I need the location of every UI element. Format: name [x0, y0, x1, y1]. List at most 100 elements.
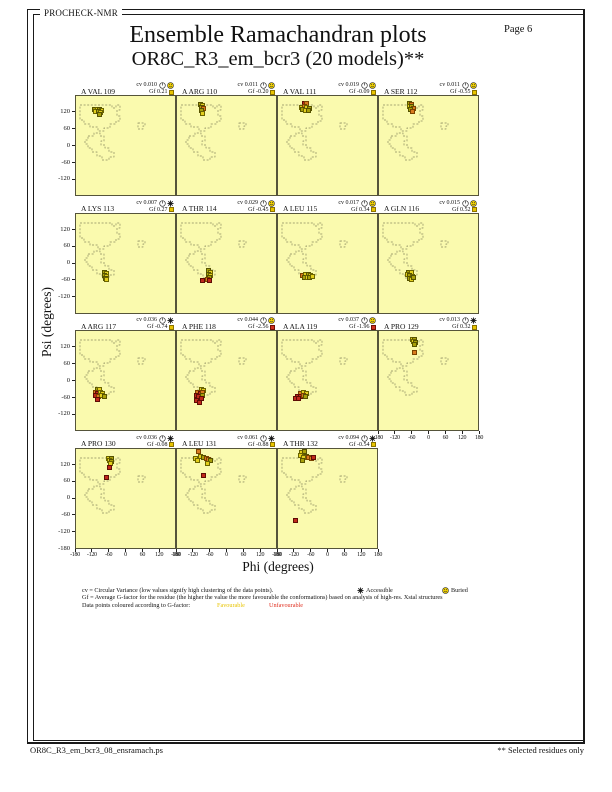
cv-gf-block: cv 0.013 Gf 0.32	[439, 317, 479, 331]
cv-line: cv 0.019	[338, 82, 376, 89]
cv-line: cv 0.013	[439, 317, 477, 324]
legend-accessible: Accessible	[357, 587, 393, 594]
residue-label: A LYS 113	[81, 204, 115, 213]
data-point	[96, 112, 102, 118]
residue-label: A THR 132	[283, 439, 318, 448]
cv-line: cv 0.015	[439, 199, 477, 207]
page-border-inner	[33, 14, 584, 741]
cv-value: cv 0.061	[237, 434, 258, 441]
cv-line: cv 0.017	[338, 199, 376, 207]
x-tick-label: 180	[373, 552, 383, 558]
cv-line: cv 0.029	[237, 199, 275, 207]
residue-label: A VAL 111	[283, 86, 317, 96]
cv-value: cv 0.094	[338, 434, 359, 441]
cv-value: cv 0.044	[237, 317, 258, 324]
gf-line: Gf -0.45	[248, 207, 275, 214]
cv-line: cv 0.061	[237, 435, 275, 442]
gf-value: Gf 0.52	[452, 206, 471, 213]
ramachandran-plot	[176, 95, 277, 196]
y-axis-tick	[72, 262, 75, 264]
residue-label: A THR 114	[182, 204, 217, 213]
plot-header: A THR 132 cv 0.094 Gf -0.54	[277, 434, 378, 448]
plot-header: A LYS 113 cv 0.007 Gf 0.27	[75, 199, 176, 213]
gf-colour-swatch	[270, 207, 275, 213]
cv-value: cv 0.010	[136, 82, 157, 89]
residue-label: A ARG 117	[81, 321, 117, 331]
favourable-label: Favourable	[217, 601, 245, 609]
data-point	[194, 458, 200, 464]
y-axis-tick	[72, 145, 75, 146]
data-point	[411, 275, 417, 281]
cv-line: cv 0.007	[136, 200, 174, 207]
gf-line: Gf -0.09	[349, 89, 376, 96]
gf-line: Gf 0.27	[149, 207, 174, 214]
y-axis-tick	[72, 161, 75, 163]
cv-gf-block: cv 0.011 Gf -0.20	[238, 82, 277, 96]
gf-colour-swatch	[371, 442, 376, 448]
cv-line: cv 0.036	[136, 317, 174, 324]
x-tick-label: 180	[474, 434, 484, 441]
data-point	[305, 108, 311, 114]
favoured-region-contours	[79, 339, 146, 396]
buried-smiley-icon	[268, 317, 275, 324]
cv-line: cv 0.036	[136, 435, 174, 442]
y-tick-label: -60	[61, 393, 70, 401]
residue-label: A LEU 115	[283, 204, 318, 213]
x-tick-label: 0	[225, 552, 228, 558]
x-tick-label: -120	[187, 552, 198, 558]
circular-variance-dial-icon	[259, 199, 267, 207]
y-axis-tick	[72, 514, 75, 516]
x-axis-tick	[411, 431, 413, 434]
y-axis-tick	[72, 346, 75, 348]
circular-variance-dial-icon	[259, 317, 267, 324]
x-axis-tick	[259, 548, 261, 552]
cv-gf-block: cv 0.007 Gf 0.27	[136, 200, 176, 214]
gf-colour-swatch	[371, 89, 376, 95]
gf-line: Gf -0.74	[147, 324, 174, 331]
ramachandran-plot	[75, 95, 176, 196]
gf-line: Gf -1.96	[349, 324, 376, 331]
cv-value: cv 0.011	[439, 82, 460, 89]
gf-value: Gf -1.96	[349, 324, 370, 330]
x-axis-tick	[377, 431, 379, 434]
gf-colour-swatch	[169, 89, 174, 95]
gf-colour-swatch	[472, 89, 477, 95]
x-tick-label: 60	[442, 434, 449, 441]
x-axis-tick	[91, 548, 93, 552]
filename: OR8C_R3_em_bcr3_08_ensramach.ps	[30, 745, 163, 755]
residue-label: A PHE 118	[182, 321, 216, 331]
plot-header: A PHE 118 cv 0.044 Gf -2.56	[176, 317, 277, 331]
cv-line: cv 0.044	[237, 317, 275, 324]
data-point	[200, 278, 206, 284]
x-axis-label: Phi (degrees)	[242, 559, 314, 574]
x-tick-label: -60	[307, 552, 315, 558]
plot-header: A ARG 110 cv 0.011 Gf -0.20	[176, 82, 277, 96]
favoured-region-contours	[180, 104, 247, 161]
favoured-region-contours	[281, 222, 348, 278]
data-point	[411, 349, 417, 355]
x-axis-tick	[428, 431, 429, 434]
accessible-star-icon	[470, 317, 477, 324]
x-tick-label: -60	[408, 434, 416, 441]
x-tick-label: 180	[171, 552, 181, 558]
y-tick-label: -60	[61, 158, 70, 166]
cv-gf-block: cv 0.061 Gf -0.88	[237, 435, 277, 449]
y-tick-label: -180	[58, 544, 70, 552]
gf-value: Gf -0.55	[450, 89, 471, 95]
y-tick-label: -120	[58, 175, 70, 183]
gf-colour-swatch	[472, 324, 477, 330]
residue-label: A LEU 131	[182, 439, 217, 448]
y-axis-tick	[72, 463, 75, 465]
cv-gf-block: cv 0.011 Gf -0.55	[440, 82, 479, 96]
legend-buried: Buried	[442, 587, 468, 594]
colour-coding-note: Data points coloured according to G-fact…	[82, 601, 191, 609]
y-axis-tick	[72, 380, 75, 381]
buried-smiley-icon	[470, 82, 477, 89]
x-tick-label: 120	[155, 552, 164, 558]
favoured-region-contours	[281, 104, 348, 161]
y-axis-tick	[72, 396, 75, 398]
legend-line-1: cv = Circular Variance (low values signi…	[82, 587, 562, 594]
x-tick-label: -180	[272, 552, 282, 558]
page-subtitle: OR8C_R3_em_bcr3 (20 models)**	[131, 48, 425, 70]
circular-variance-dial-icon	[461, 82, 469, 89]
